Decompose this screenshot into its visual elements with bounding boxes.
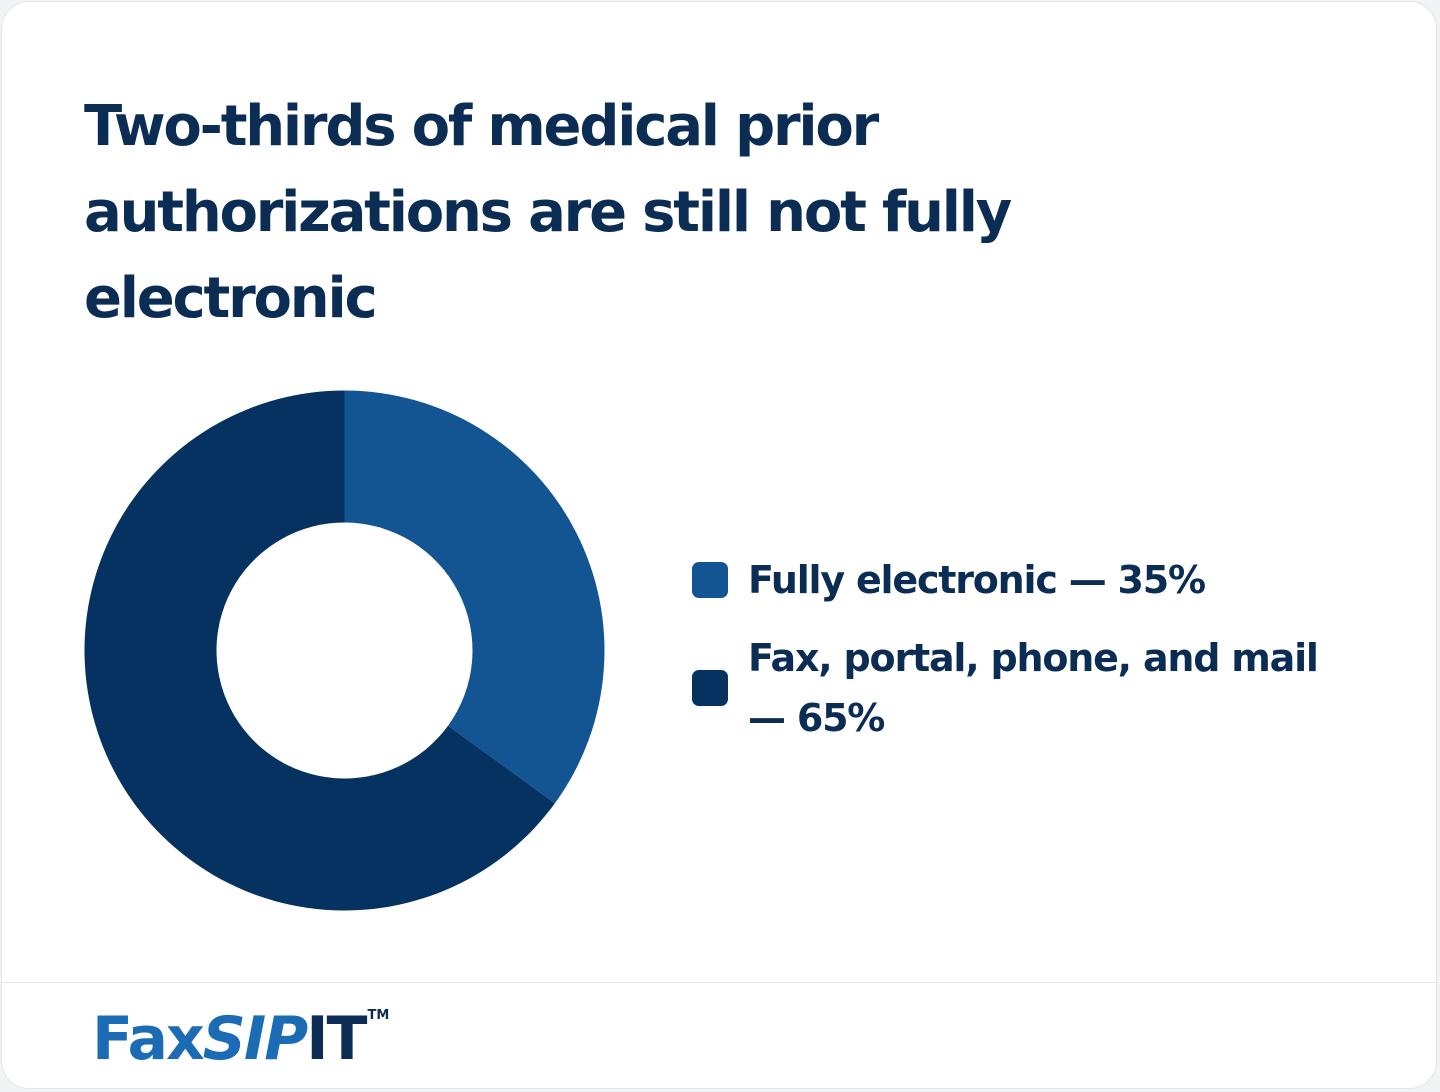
logo-sip-text: SIP (202, 1004, 309, 1074)
legend-item-fully-electronic: Fully electronic — 35% (692, 550, 1382, 610)
donut-slice-fully-electronic (344, 390, 605, 804)
faxsipit-logo: FaxSIPIT TM (92, 1009, 389, 1069)
donut-slice-fax-portal-phone-mail (84, 390, 555, 911)
logo-fax-text: Fax (92, 1004, 205, 1074)
legend-item-fax-portal-phone-mail: Fax, portal, phone, and mail — 65% (692, 628, 1382, 748)
footer-divider (2, 982, 1436, 983)
legend-swatch-fax-portal-phone-mail (692, 670, 728, 706)
legend-label-fully-electronic: Fully electronic — 35% (748, 558, 1206, 602)
chart-legend: Fully electronic — 35% Fax, portal, phon… (692, 550, 1382, 748)
donut-chart (84, 390, 605, 911)
legend-label-fax-portal-phone-mail: Fax, portal, phone, and mail — 65% (748, 636, 1319, 740)
chart-title: Two-thirds of medical prior authorizatio… (84, 94, 1012, 331)
logo-trademark: TM (367, 1008, 390, 1023)
logo-it-text: IT (306, 1004, 367, 1074)
legend-swatch-fully-electronic (692, 562, 728, 598)
